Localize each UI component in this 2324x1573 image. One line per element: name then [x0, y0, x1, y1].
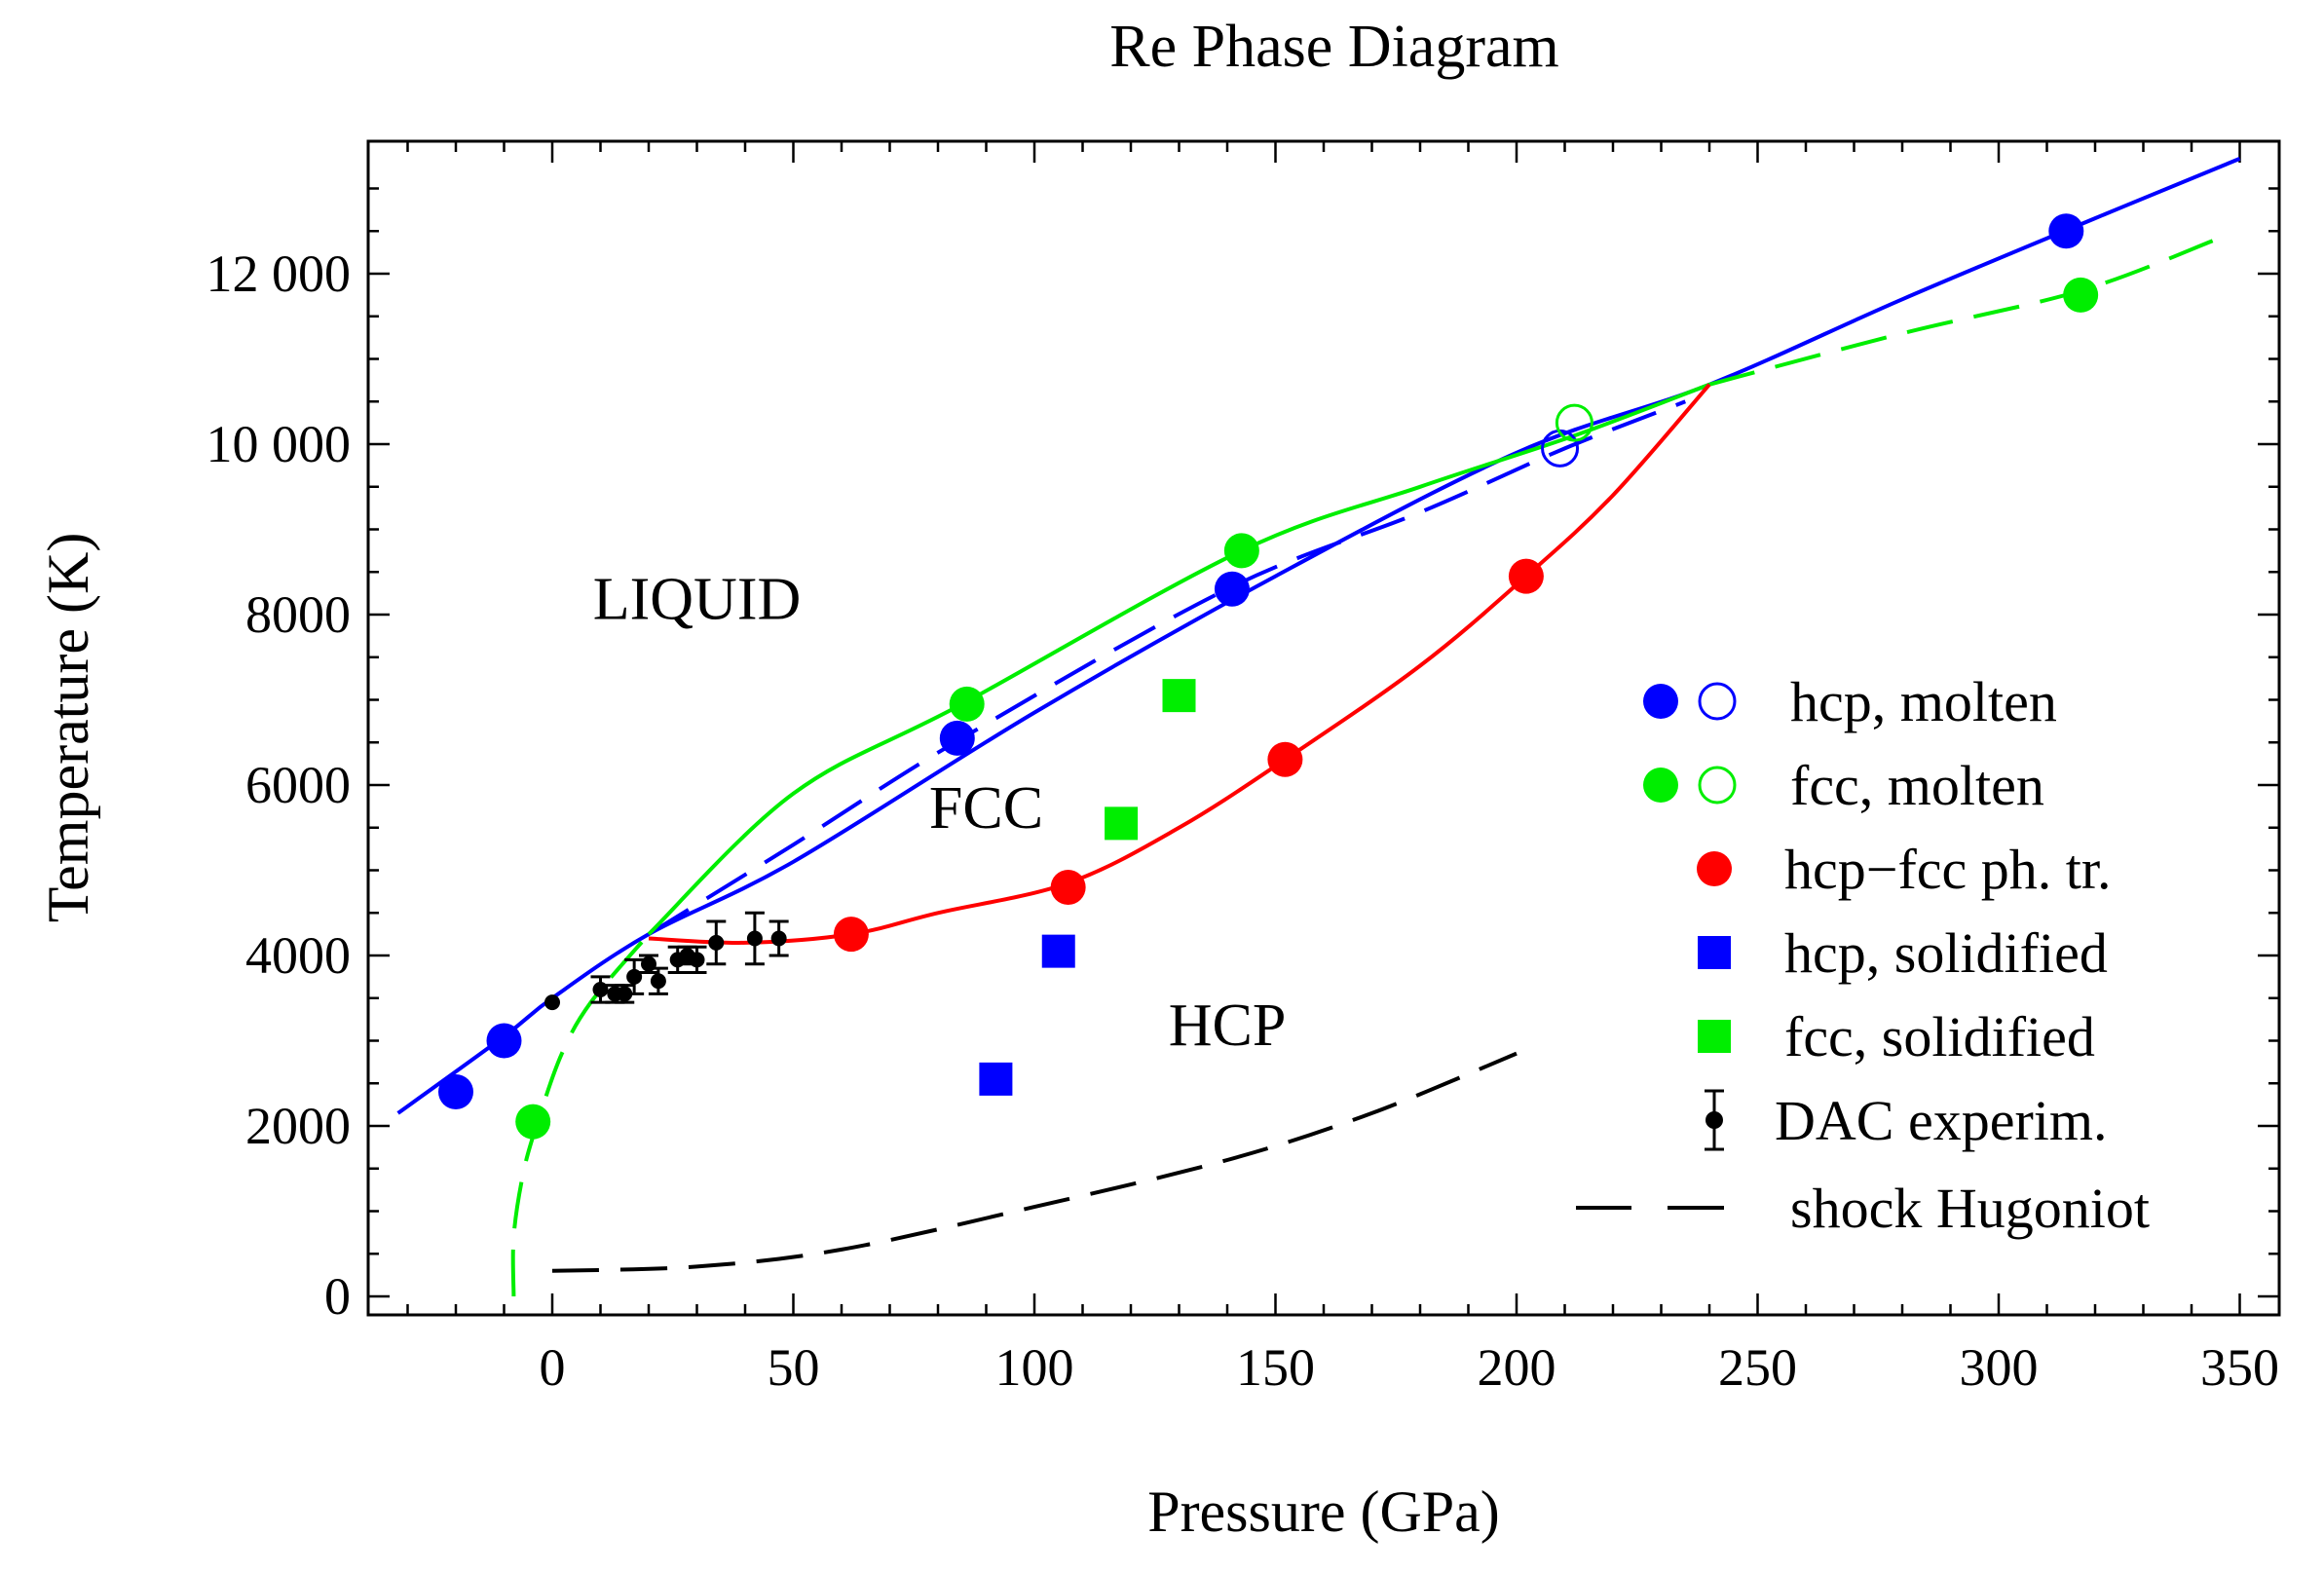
marker-errorbar [706, 919, 727, 966]
marker-circle [949, 686, 985, 722]
y-tick-label: 4000 [245, 926, 351, 985]
marker-circle [1508, 558, 1544, 594]
legend-label: fcc, solidified [1784, 1005, 2095, 1068]
marker-errorbar [768, 919, 789, 957]
y-axis-label: Temperature (K) [36, 533, 100, 923]
y-tick-label: 6000 [245, 756, 351, 814]
line-hcp-melt-metastable [647, 399, 1687, 936]
y-axis-ticks: 0 2000 4000 6000 8000 10 000 12 000 [206, 187, 2279, 1326]
y-tick-label: 0 [324, 1267, 351, 1326]
legend-entry: hcp, molten [1643, 670, 2057, 733]
marker-errorbar [744, 911, 765, 966]
marker-square [1162, 679, 1196, 713]
x-tick-label: 150 [1236, 1338, 1315, 1397]
data-markers [438, 213, 2099, 1140]
legend-label: hcp, solidified [1784, 921, 2108, 985]
legend-entry: DAC experim. [1705, 1089, 2108, 1152]
legend-entry: hcp, solidified [1698, 921, 2108, 985]
marker-square [979, 1062, 1013, 1096]
marker-circle [939, 720, 975, 756]
marker-errorbar [590, 975, 611, 1004]
x-tick-label: 300 [1960, 1338, 2039, 1397]
x-tick-label: 100 [995, 1338, 1074, 1397]
marker-circle [1223, 533, 1259, 569]
marker-circle [486, 1023, 522, 1059]
marker-circle [833, 917, 869, 953]
marker-circle [1267, 741, 1303, 777]
legend-label: hcp−fcc ph. tr. [1784, 838, 2111, 901]
marker-circle [515, 1104, 551, 1140]
x-tick-label: 200 [1478, 1338, 1556, 1397]
y-tick-label: 2000 [245, 1097, 351, 1155]
legend-label: fcc, molten [1790, 754, 2044, 817]
x-tick-label: 250 [1718, 1338, 1797, 1397]
region-label: FCC [929, 775, 1043, 842]
legend-entry: shock Hugoniot [1576, 1177, 2150, 1240]
marker-errorbar [648, 966, 668, 995]
line-fcc-melt-extension [1708, 238, 2217, 387]
marker-circle [1555, 403, 1593, 442]
legend-entry: fcc, molten [1643, 754, 2044, 817]
marker-circle [438, 1074, 473, 1109]
marker-circle [1050, 870, 1086, 905]
legend-label: hcp, molten [1790, 670, 2057, 733]
x-tick-label: 50 [768, 1338, 820, 1397]
region-label: HCP [1169, 992, 1287, 1059]
marker-square [1041, 934, 1075, 968]
x-tick-label: 350 [2200, 1338, 2279, 1397]
region-label: LIQUID [593, 566, 802, 632]
marker-errorbar [624, 957, 645, 995]
legend-entry: fcc, solidified [1698, 1005, 2095, 1068]
y-tick-label: 12 000 [206, 244, 352, 303]
marker-circle [2048, 213, 2084, 249]
y-tick-label: 10 000 [206, 415, 352, 473]
marker-circle [1214, 571, 1250, 607]
legend-label: DAC experim. [1775, 1089, 2108, 1152]
y-tick-label: 8000 [245, 585, 351, 644]
line-hcp-fcc-transition [648, 383, 1711, 945]
marker-errorbar [687, 945, 707, 974]
legend-entry: hcp−fcc ph. tr. [1697, 838, 2111, 901]
marker-square [1105, 806, 1139, 841]
marker-errorbar [544, 994, 560, 1011]
line-shock-hugoniot [551, 1051, 1518, 1273]
x-axis-label: Pressure (GPa) [1147, 1479, 1500, 1544]
chart-title: Re Phase Diagram [1109, 14, 1558, 80]
legend: hcp, molten fcc, molten hcp−fcc ph. tr. hcp… [1576, 670, 2150, 1240]
marker-circle [2063, 277, 2099, 313]
marker-errorbar [639, 954, 658, 974]
region-labels: LIQUID FCC HCP [593, 566, 1287, 1059]
x-axis-ticks: 0 50 100 150 200 250 300 350 [406, 141, 2279, 1397]
legend-label: shock Hugoniot [1790, 1177, 2150, 1240]
x-tick-label: 0 [540, 1338, 566, 1397]
